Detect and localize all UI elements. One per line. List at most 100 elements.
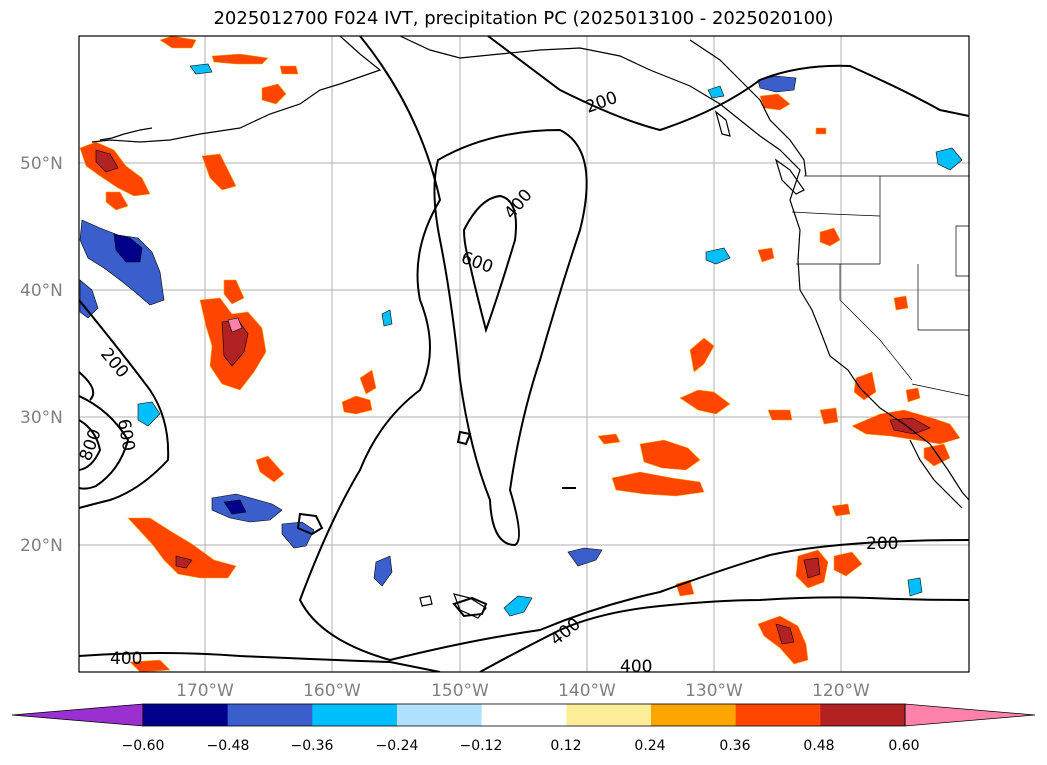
- colorbar-segment: [143, 704, 229, 726]
- ivt-contour-west-600: [79, 395, 130, 490]
- lat-label-40n: 40°N: [20, 281, 63, 301]
- neg-blob-14n: [503, 595, 533, 617]
- pos-blob-38n-pink: [227, 317, 243, 333]
- cb-tick-neg060: −0.60: [122, 738, 165, 754]
- ivt-contour-600: [462, 194, 517, 334]
- pos-blob-40n-small: [223, 279, 245, 305]
- figure-title: 2025012700 F024 IVT, precipitation PC (2…: [213, 8, 834, 29]
- precip-positive-areas: [79, 36, 961, 672]
- pos-blob-18n-120: [833, 551, 863, 577]
- coast-haida-gwaii: [714, 110, 731, 137]
- pos-blob-27n-a: [639, 439, 701, 471]
- colorbar-segment: [227, 704, 313, 726]
- coast-hawaii-2: [419, 595, 433, 607]
- pos-blob-28n-b: [819, 407, 839, 425]
- cb-tick-012: 0.12: [550, 738, 581, 754]
- ivt-contour-west-200: [79, 299, 170, 509]
- cb-tick-024: 0.24: [634, 738, 665, 754]
- lat-label-30n: 30°N: [20, 408, 63, 428]
- ivt-contour-south-400: [79, 652, 441, 672]
- ivt-contours: [79, 36, 969, 672]
- lon-label-150w: 150°W: [431, 681, 489, 701]
- ivt-contour-west-800: [79, 419, 102, 471]
- neg-blob-bc2: [707, 85, 725, 99]
- border-mx: [911, 383, 969, 397]
- lon-label-140w: 140°W: [558, 681, 616, 701]
- lon-label-170w: 170°W: [176, 681, 234, 701]
- pos-blob-32n: [341, 395, 373, 415]
- longitude-labels: 170°W 160°W 150°W 140°W 130°W 120°W: [176, 681, 870, 701]
- coast-aleutians: [99, 127, 153, 141]
- colorbar-tick-labels: −0.60 −0.48 −0.36 −0.24 −0.12 0.12 0.24 …: [122, 738, 920, 754]
- neg-blob-42n: [705, 247, 731, 265]
- colorbar-extend-max: [904, 703, 1036, 727]
- pos-blob-nw-50n-core: [95, 149, 119, 173]
- lon-label-120w: 120°W: [812, 681, 870, 701]
- pos-blob-55n: [159, 36, 197, 49]
- pos-blob-nw-47n: [105, 191, 129, 211]
- pos-blob-12n-core: [775, 623, 795, 645]
- cb-tick-neg012: −0.12: [460, 738, 503, 754]
- neg-blob-23n-core: [223, 499, 247, 515]
- colorbar-segment: [481, 704, 567, 726]
- coast-alaska-gulf: [399, 36, 969, 501]
- neg-blob-22n: [281, 521, 315, 549]
- ivt-label-400-se: 400: [620, 657, 652, 677]
- map-frame: [78, 35, 970, 673]
- neg-blob-36n-150: [381, 309, 393, 327]
- cb-tick-neg024: −0.24: [376, 738, 419, 754]
- pos-blob-oregon: [819, 227, 841, 247]
- pos-blob-35n-130: [689, 337, 715, 373]
- pos-blob-21n: [127, 517, 237, 579]
- pos-blob-10n: [129, 659, 171, 672]
- ivt-contour-small-c: [456, 430, 472, 446]
- pos-blob-55n-b: [261, 83, 287, 105]
- neg-blob-sw-16n: [907, 577, 923, 597]
- pos-blob-26n: [255, 455, 285, 483]
- cb-tick-060: 0.60: [888, 738, 919, 754]
- colorbar-segment: [397, 704, 483, 726]
- pos-blob-21n-120: [831, 503, 851, 517]
- colorbar-extend-min: [11, 703, 144, 727]
- ivt-contour-small-hi: [296, 512, 324, 536]
- state-borders: [791, 175, 969, 397]
- pos-blob-51n: [201, 153, 237, 191]
- neg-blob-bc: [757, 75, 797, 93]
- lat-label-20n: 20°N: [20, 536, 63, 556]
- pos-blob-33n: [359, 369, 377, 395]
- ivt-contour-sw-200: [79, 371, 95, 401]
- neg-blob-west-40n-core: [113, 233, 143, 263]
- ivt-contour-island: [452, 596, 488, 618]
- colorbar-segments: [11, 703, 1036, 727]
- colorbar-segment: [312, 704, 398, 726]
- border-mt: [955, 225, 969, 277]
- neg-blob-55n-west: [189, 63, 213, 75]
- neg-blob-west-31n: [137, 401, 161, 427]
- precip-negative-areas: [79, 63, 963, 617]
- ivt-label-200-e: 200: [866, 534, 898, 554]
- lon-label-130w: 130°W: [685, 681, 743, 701]
- colorbar-segment: [820, 704, 906, 726]
- ivt-label-400-sw: 400: [110, 649, 142, 669]
- pos-blob-31n-130: [679, 389, 731, 415]
- pos-blob-cal-30n: [905, 387, 921, 403]
- colorbar: −0.60 −0.48 −0.36 −0.24 −0.12 0.12 0.24 …: [11, 703, 1036, 754]
- pos-blob-28n: [767, 409, 793, 421]
- cb-tick-neg036: −0.36: [291, 738, 334, 754]
- neg-blob-23n: [211, 493, 283, 523]
- pos-blob-39n-nv: [893, 295, 909, 311]
- neg-blob-ne: [935, 147, 963, 171]
- ivt-contour-south-400b: [479, 596, 969, 672]
- colorbar-segment: [566, 704, 652, 726]
- pos-blob-52n-b: [815, 127, 827, 135]
- cb-tick-048: 0.48: [803, 738, 834, 754]
- neg-blob-west-40n: [79, 219, 165, 306]
- coast-baja: [909, 439, 963, 509]
- colorbar-frame: [142, 703, 906, 727]
- neg-blob-19n-140w: [567, 547, 603, 567]
- neg-blob-18n: [373, 555, 393, 587]
- neg-blob-west-36n: [79, 279, 99, 319]
- ivt-contour-200-upper: [487, 36, 969, 132]
- coast-bc-inside: [689, 39, 807, 177]
- cb-tick-neg048: −0.48: [207, 738, 250, 754]
